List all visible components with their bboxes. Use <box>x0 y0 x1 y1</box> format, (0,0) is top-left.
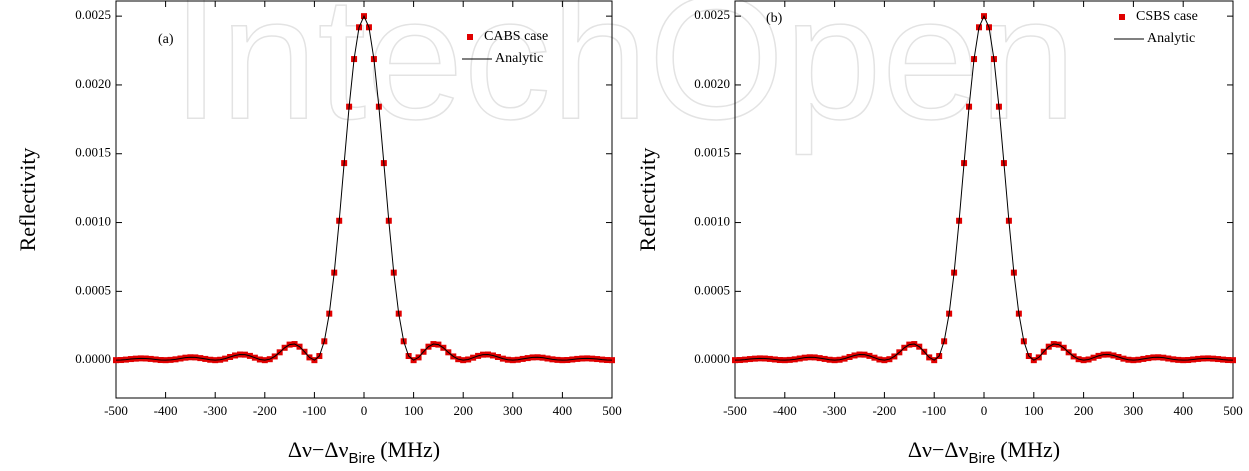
x-tick-label: 500 <box>602 403 622 418</box>
x-axis-label-main: Δν−Δν <box>908 437 969 462</box>
legend-label: CABS case <box>484 29 548 44</box>
x-tick-label: 500 <box>1223 403 1243 418</box>
y-axis-label: Reflectivity <box>15 148 40 252</box>
y-tick-label: 0.0005 <box>75 282 111 297</box>
x-tick-label: 100 <box>1024 403 1044 418</box>
chart-panel: -500 -400 -300 -200 -100 0 100 200 300 400 500 0.00… <box>15 0 622 467</box>
x-tick-label: -100 <box>302 403 326 418</box>
x-tick-label: 300 <box>1124 403 1144 418</box>
legend-label: Analytic <box>495 51 543 66</box>
chart-panel: -500 -400 -300 -200 -100 0 100 200 300 400 500 0.00… <box>635 0 1243 467</box>
legend-label: CSBS case <box>1136 9 1198 24</box>
x-tick-label: -300 <box>203 403 227 418</box>
y-tick-label: 0.0000 <box>694 351 730 366</box>
data-line <box>734 14 1234 361</box>
y-tick-label: 0.0015 <box>75 145 111 160</box>
y-tick-label: 0.0025 <box>694 7 730 22</box>
y-tick-label: 0.0010 <box>694 214 730 229</box>
x-tick-label: -400 <box>773 403 797 418</box>
legend-swatch <box>1119 14 1125 20</box>
y-tick-label: 0.0020 <box>75 76 111 91</box>
y-tick-label: 0.0005 <box>694 282 730 297</box>
x-tick-label: -500 <box>723 403 747 418</box>
data-line <box>115 14 613 361</box>
y-tick-label: 0.0000 <box>75 351 111 366</box>
y-tick-label: 0.0015 <box>694 145 730 160</box>
x-tick-label: -400 <box>154 403 178 418</box>
x-axis-label-unit: (MHz) <box>380 437 440 462</box>
y-tick-label: 0.0020 <box>694 76 730 91</box>
x-tick-label: 0 <box>361 403 368 418</box>
panel-label: (b) <box>766 11 783 26</box>
y-tick-label: 0.0010 <box>75 214 111 229</box>
x-tick-label: 400 <box>1173 403 1193 418</box>
legend-label: Analytic <box>1147 31 1195 46</box>
x-tick-label: -100 <box>922 403 946 418</box>
panel-label: (a) <box>158 32 174 47</box>
watermark: IntechOpen <box>172 0 1077 156</box>
x-axis-label-main: Δν−Δν <box>288 437 349 462</box>
x-tick-label: -200 <box>872 403 896 418</box>
x-tick-label: 200 <box>1074 403 1094 418</box>
x-tick-label: -200 <box>253 403 277 418</box>
y-tick-label: 0.0025 <box>75 7 111 22</box>
x-tick-label: 0 <box>981 403 988 418</box>
y-axis-label: Reflectivity <box>635 148 660 252</box>
x-tick-label: 300 <box>503 403 523 418</box>
x-tick-label: -300 <box>823 403 847 418</box>
x-tick-label: 100 <box>404 403 424 418</box>
x-axis-label-unit: (MHz) <box>1000 437 1060 462</box>
x-tick-label: 200 <box>453 403 473 418</box>
legend-swatch <box>467 34 473 40</box>
x-axis-label-sub: Bire <box>349 450 376 467</box>
x-tick-label: -500 <box>104 403 128 418</box>
x-axis-label-sub: Bire <box>969 450 996 467</box>
x-tick-label: 400 <box>553 403 573 418</box>
x-axis-label: Δν−ΔνBire (MHz) <box>288 437 440 467</box>
x-axis-label: Δν−ΔνBire (MHz) <box>908 437 1060 467</box>
